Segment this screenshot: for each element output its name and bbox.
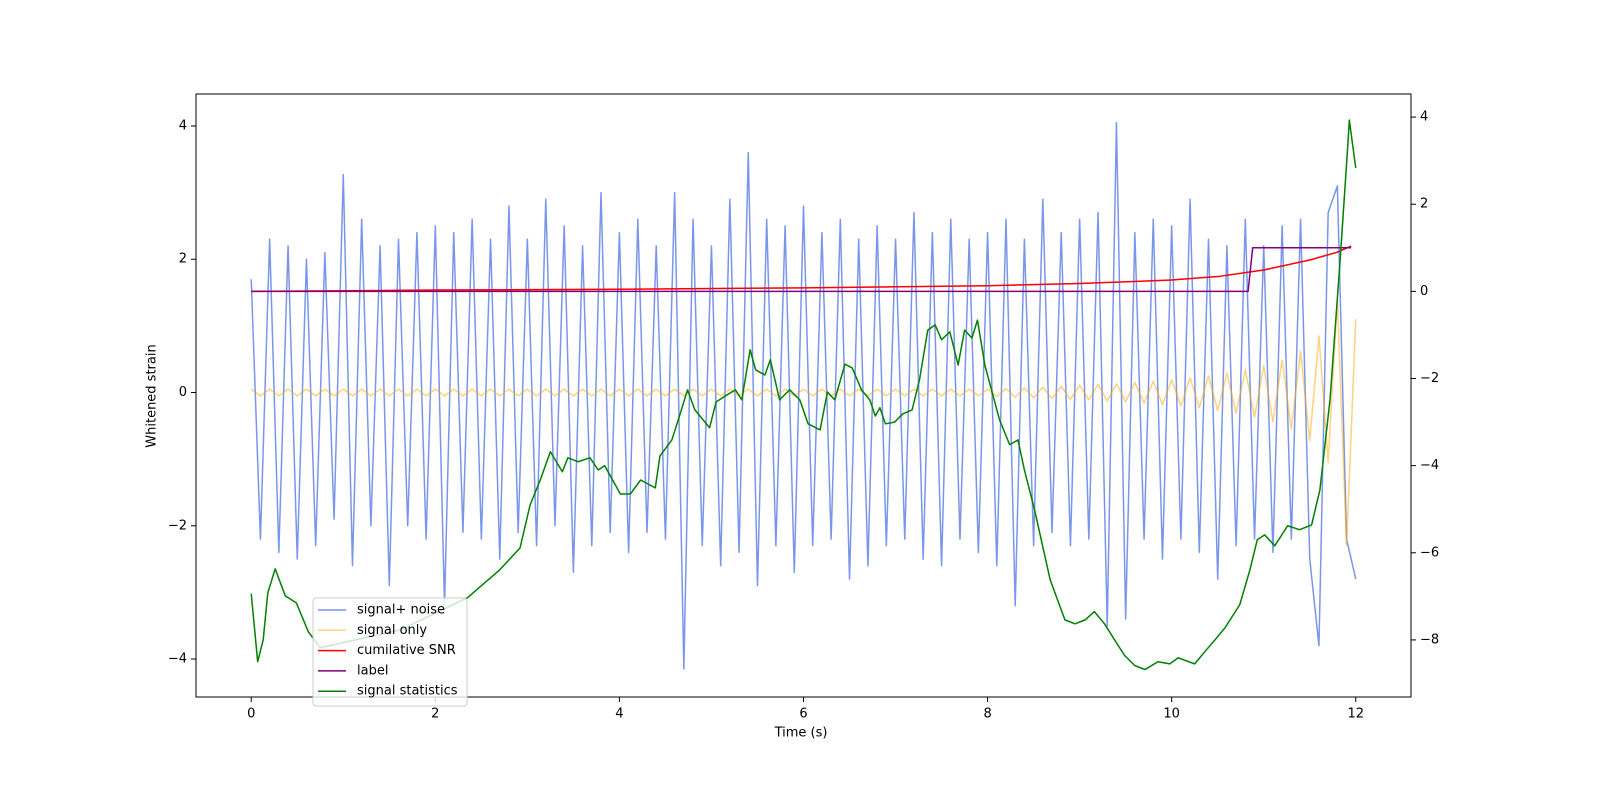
legend-label: signal statistics [357, 684, 458, 699]
series-line [250, 298, 1357, 547]
legend-label: signal only [357, 623, 427, 638]
y2-tick-label: −4 [1420, 458, 1439, 473]
x-tick-label: 0 [247, 707, 255, 722]
legend-label: cumilative SNR [357, 643, 456, 658]
legend: signal+ noise signal only cumilative SNR la… [312, 597, 468, 707]
series-line [251, 245, 1352, 293]
y2-tick-label: 0 [1420, 284, 1428, 299]
x-tick-label: 2 [431, 707, 439, 722]
x-tick-label: 12 [1347, 707, 1364, 722]
y2-tick-label: 4 [1420, 110, 1428, 125]
y2-tick-label: −6 [1420, 545, 1439, 560]
legend-label: label [357, 663, 388, 678]
y2-tick-label: −8 [1420, 632, 1439, 647]
y-tick-label: −4 [168, 652, 187, 667]
series-line [250, 119, 1357, 671]
legend-box [312, 597, 468, 707]
legend-label: signal+ noise [357, 603, 445, 618]
y-tick-label: 2 [179, 252, 187, 267]
y-tick-label: −2 [168, 518, 187, 533]
x-tick-label: 6 [799, 707, 807, 722]
series-line [250, 121, 1357, 670]
x-tick-label: 4 [615, 707, 623, 722]
y2-tick-label: −2 [1420, 371, 1439, 386]
y-tick-label: 4 [179, 118, 187, 133]
x-tick-label: 10 [1163, 707, 1180, 722]
y-tick-label: 0 [179, 385, 187, 400]
y2-tick-label: 2 [1420, 197, 1428, 212]
x-axis-label: Time (s) [774, 726, 828, 741]
x-tick-label: 8 [983, 707, 991, 722]
series-line [251, 247, 1352, 293]
y-axis-label: Whitened strain [145, 344, 160, 447]
